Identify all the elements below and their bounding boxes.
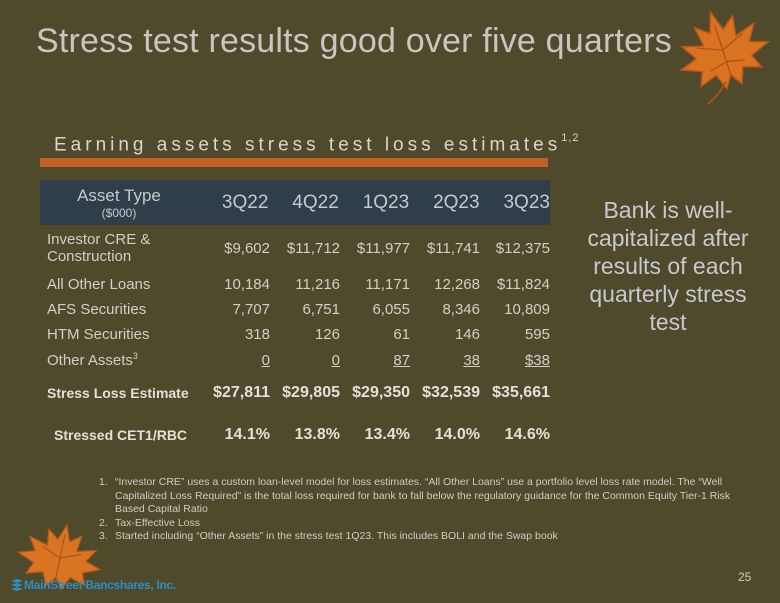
table-row: HTM Securities 318 126 61 146 595 (40, 326, 550, 343)
cell-value-text: 87 (393, 351, 410, 369)
row-label: Stress Loss Estimate (47, 384, 189, 401)
logo-text: MainStreet Bancshares, Inc. (24, 578, 176, 592)
row-label: Other Assets3 (40, 351, 200, 369)
maple-leaf-icon (16, 523, 103, 591)
table-row: All Other Loans 10,184 11,216 11,171 12,… (40, 276, 550, 293)
table-row: Other Assets3 0 0 87 38 $38 (40, 351, 550, 369)
cell-value-text: 0 (261, 351, 270, 369)
cell-value: 12,268 (434, 276, 480, 294)
row-label-text: Other Assets (47, 352, 133, 369)
row-label: HTM Securities (47, 326, 150, 343)
table-row: Investor CRE & Construction $9,602 $11,7… (40, 231, 550, 266)
subtitle-text: Earning assets stress test loss estimate… (54, 134, 562, 156)
footnote: 3. Started including “Other Assets” in th… (99, 530, 759, 544)
cell-value: $32,539 (422, 384, 480, 401)
quarter-header: 1Q23 (362, 191, 410, 213)
footnote-number: 2. (99, 516, 108, 529)
cell-value: 10,184 (224, 276, 270, 294)
logo-mark-icon (11, 579, 23, 591)
cell-value: $11,977 (356, 239, 410, 257)
cell-value: 14.0% (434, 426, 480, 443)
table-header: Asset Type ($000) 3Q22 4Q22 1Q23 2Q23 3Q… (40, 180, 550, 225)
cell-value-text: $38 (524, 351, 550, 369)
table-row: AFS Securities 7,707 6,751 6,055 8,346 1… (40, 301, 550, 318)
cell-value: 146 (454, 326, 480, 344)
cell-value: $29,805 (282, 384, 340, 401)
page-number: 25 (738, 570, 752, 584)
row-label: AFS Securities (47, 301, 147, 318)
footnotes: 1. “Investor CRE” uses a custom loan-leve… (99, 476, 759, 544)
cell-value: $11,712 (286, 239, 340, 257)
cell-value: 14.6% (504, 426, 550, 443)
cell-value: 595 (524, 326, 550, 344)
cell-value: $12,375 (495, 239, 550, 257)
cell-value: 87 (340, 352, 410, 369)
row-label: Investor CRE & Construction (47, 231, 151, 266)
cell-value-text: 0 (331, 351, 340, 369)
chart-subtitle: Earning assets stress test loss estimate… (54, 132, 580, 156)
footnote-number: 1. (99, 476, 108, 488)
footnote: 1. “Investor CRE” uses a custom loan-leve… (99, 476, 759, 517)
cell-value: 0 (270, 352, 340, 369)
company-logo: MainStreet Bancshares, Inc. (10, 578, 176, 592)
cell-value: 318 (244, 326, 270, 344)
cell-value: 6,055 (372, 301, 410, 319)
side-note: Bank is well-capitalized after results o… (587, 197, 749, 335)
row-label: Stressed CET1/RBC (54, 426, 188, 443)
cell-value: 61 (393, 326, 410, 344)
cell-value-text: 38 (463, 351, 480, 369)
cell-value: 7,707 (232, 301, 270, 319)
maple-leaf-icon (678, 9, 771, 105)
cell-value: 8,346 (442, 301, 480, 319)
footnote-number: 3. (99, 530, 108, 542)
cell-value: 126 (314, 326, 340, 344)
cell-value: $27,811 (213, 384, 270, 401)
asset-type-label: Asset Type (77, 185, 161, 205)
cell-value: $29,350 (352, 384, 410, 401)
cell-value: 13.8% (294, 426, 340, 443)
footnote: 2. Tax-Effective Loss (99, 517, 759, 531)
cell-value: $11,741 (426, 239, 480, 257)
cell-value: 6,751 (302, 301, 340, 319)
total-row: Stress Loss Estimate $27,811 $29,805 $29… (40, 384, 550, 402)
cell-value: $35,661 (492, 384, 550, 401)
footnote-text: Started including “Other Assets” in the … (115, 530, 558, 542)
cell-value: $9,602 (224, 239, 270, 257)
footnote-text: “Investor CRE” uses a custom loan-level … (115, 476, 731, 515)
cell-value: 38 (410, 352, 480, 369)
ratio-row: Stressed CET1/RBC 14.1% 13.8% 13.4% 14.0… (40, 426, 550, 444)
units-label: ($000) (101, 205, 137, 220)
cell-value: $11,824 (496, 276, 550, 294)
row-footnote-ref: 3 (132, 351, 138, 361)
cell-value: 10,809 (504, 301, 550, 319)
quarter-header: 3Q23 (503, 191, 550, 213)
cell-value: 13.4% (364, 426, 410, 443)
subtitle-footnote-ref: 1,2 (561, 132, 580, 144)
cell-value: 0 (200, 352, 270, 369)
asset-type-header: Asset Type ($000) (40, 187, 198, 219)
cell-value: 14.1% (224, 426, 270, 443)
quarter-header: 2Q23 (433, 191, 480, 213)
row-label: All Other Loans (47, 276, 151, 293)
page-title: Stress test results good over five quart… (36, 22, 672, 60)
cell-value: 11,171 (365, 276, 410, 294)
footnote-text: Tax-Effective Loss (115, 516, 201, 529)
cell-value: 11,216 (295, 276, 340, 294)
cell-value: $38 (480, 352, 550, 369)
quarter-header: 3Q22 (221, 191, 269, 213)
subtitle-rule (40, 158, 548, 167)
quarter-header: 4Q22 (292, 191, 339, 213)
